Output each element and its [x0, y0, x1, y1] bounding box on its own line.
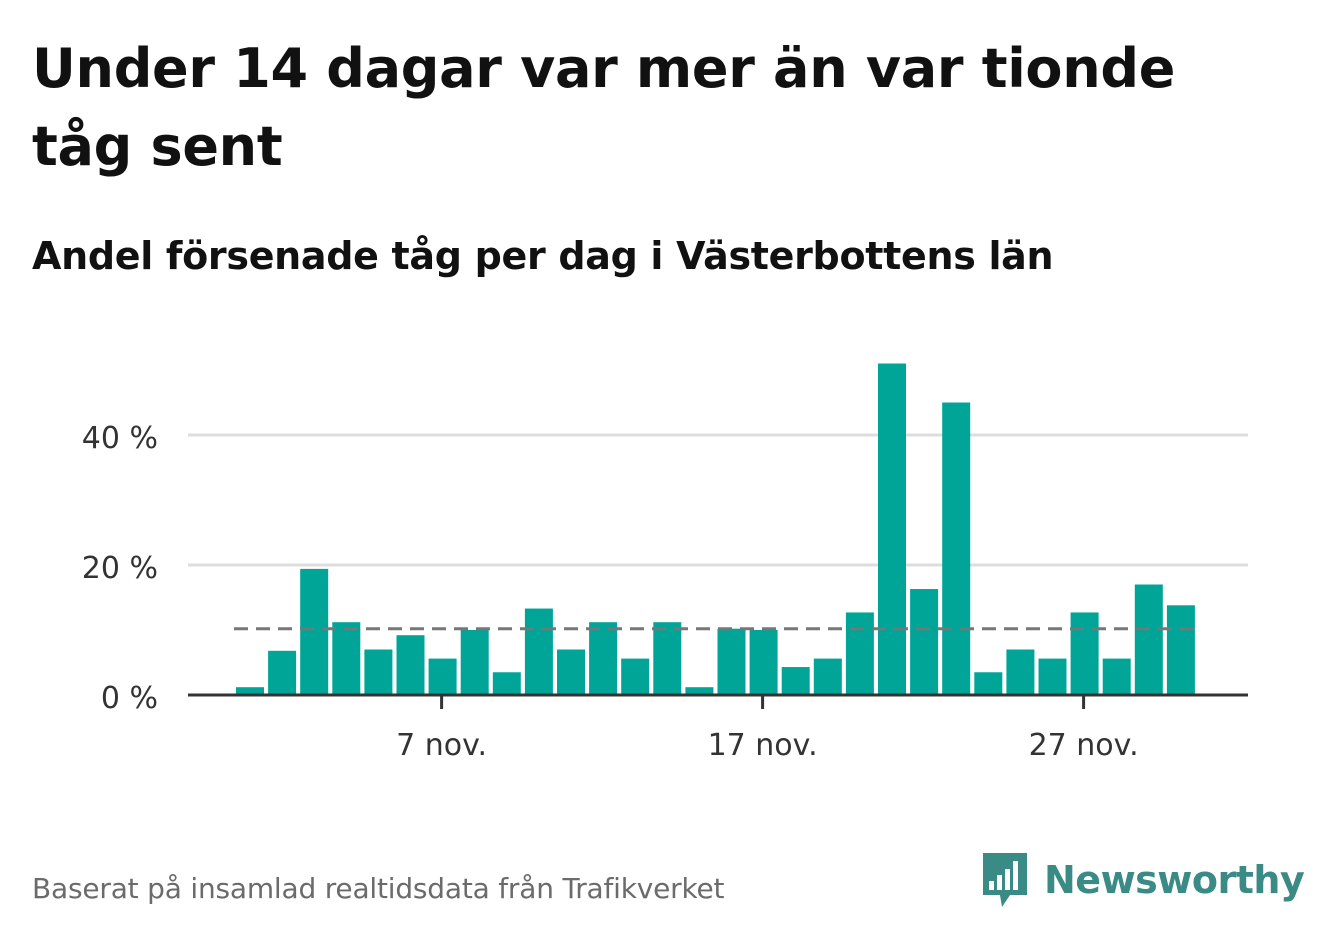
- bar-chart-speech-bubble-icon: [983, 853, 1027, 907]
- bar: [1006, 649, 1035, 695]
- brand-name: Newsworthy: [1044, 858, 1305, 902]
- source-note: Baserat på insamlad realtidsdata från Tr…: [32, 872, 725, 905]
- x-tick-label: 7 nov.: [396, 728, 487, 763]
- bar: [1102, 658, 1131, 695]
- bar: [974, 672, 1003, 695]
- bar: [236, 687, 264, 695]
- x-tick-label: 17 nov.: [708, 728, 818, 763]
- newsworthy-logo: Newsworthy: [980, 850, 1305, 910]
- grid-lines: [188, 433, 1248, 567]
- bar: [557, 649, 585, 695]
- bar: [942, 402, 971, 695]
- bar: [845, 612, 874, 695]
- bar: [1134, 584, 1163, 695]
- y-tick-label: 20 %: [82, 551, 158, 586]
- bar: [460, 630, 489, 695]
- bar: [1070, 612, 1099, 695]
- chart-title: Under 14 dagar var mer än var tionde tåg…: [32, 37, 1176, 178]
- bar-chart: 0 % 20 % 40 % 7 nov. 17 nov. 27 nov.: [82, 363, 1248, 763]
- bar: [492, 672, 521, 695]
- bar: [428, 658, 457, 695]
- bar: [364, 649, 393, 695]
- bar: [685, 687, 714, 695]
- bar: [910, 589, 939, 695]
- bar: [878, 363, 906, 695]
- y-tick-label: 40 %: [82, 421, 158, 456]
- x-axis-labels: 7 nov. 17 nov. 27 nov.: [396, 728, 1138, 763]
- bar: [396, 635, 425, 695]
- chart-subtitle: Andel försenade tåg per dag i Västerbott…: [32, 234, 1054, 278]
- bar: [717, 628, 746, 695]
- bar: [621, 658, 650, 695]
- bars: [236, 363, 1195, 695]
- bar: [1038, 658, 1067, 695]
- bar: [653, 622, 682, 695]
- bar: [589, 622, 618, 695]
- bar: [332, 622, 361, 695]
- x-tick-label: 27 nov.: [1029, 728, 1139, 763]
- y-axis-labels: 0 % 20 % 40 %: [82, 421, 158, 716]
- bar: [1166, 605, 1195, 695]
- bar: [524, 608, 553, 695]
- bar: [781, 667, 810, 695]
- bar: [813, 658, 842, 695]
- x-axis: [188, 693, 1248, 709]
- bar: [300, 568, 329, 695]
- y-tick-label: 0 %: [101, 681, 158, 716]
- bar: [749, 630, 778, 695]
- bar: [268, 650, 297, 695]
